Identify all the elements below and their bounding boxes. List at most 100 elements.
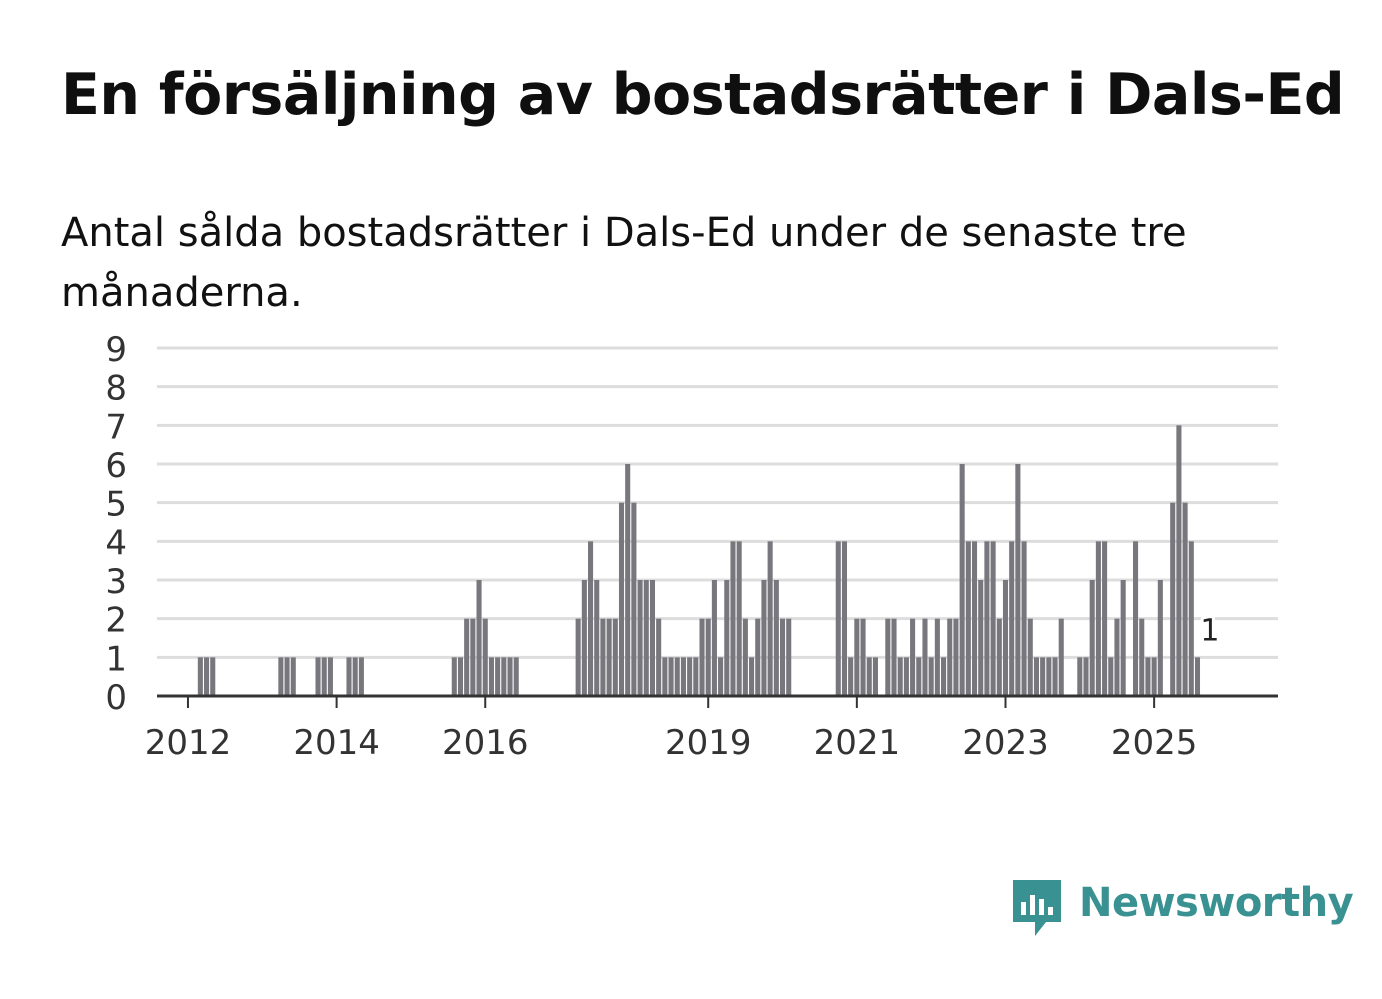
bar	[1194, 657, 1201, 696]
bar	[693, 657, 699, 696]
bar	[1108, 657, 1114, 696]
bar	[841, 541, 848, 696]
bar	[699, 618, 705, 696]
bar	[606, 618, 612, 696]
bar	[1151, 657, 1157, 696]
bar	[1021, 541, 1027, 696]
chart-subtitle: Antal sålda bostadsrätter i Dals-Ed unde…	[61, 210, 1187, 316]
bar	[575, 618, 581, 696]
x-tick-label: 2014	[293, 723, 380, 763]
y-tick-label: 5	[105, 485, 127, 525]
y-tick-label: 0	[105, 678, 127, 718]
bar	[934, 618, 940, 696]
y-tick-label: 9	[105, 330, 127, 370]
bar	[476, 580, 482, 696]
bar	[730, 541, 736, 696]
bar	[1114, 618, 1120, 696]
bar	[315, 657, 321, 696]
bar	[872, 657, 878, 696]
bar	[1089, 580, 1095, 696]
bar	[947, 618, 953, 696]
bar	[1033, 657, 1039, 696]
bar	[1182, 502, 1188, 696]
bar	[779, 618, 786, 696]
bar	[204, 657, 210, 696]
bar	[1040, 657, 1046, 696]
bar	[990, 541, 996, 696]
bar	[1188, 541, 1194, 696]
bar	[687, 657, 693, 696]
brand-name: Newsworthy	[1079, 880, 1354, 926]
bar	[656, 618, 662, 696]
bar	[705, 618, 711, 696]
bar	[581, 580, 587, 696]
bar	[1176, 425, 1182, 696]
bar	[910, 618, 916, 696]
bar	[718, 657, 724, 696]
bar	[1027, 618, 1033, 696]
bar	[767, 541, 773, 696]
bar	[1052, 657, 1058, 696]
bar	[1015, 464, 1021, 696]
bar	[1046, 657, 1052, 696]
bar	[971, 541, 978, 696]
bar	[631, 502, 637, 696]
bar	[618, 502, 625, 696]
bar	[210, 657, 216, 696]
bar	[835, 541, 841, 696]
bar	[470, 618, 476, 696]
bar	[680, 657, 686, 696]
bar	[1058, 618, 1064, 696]
bar	[749, 657, 755, 696]
bar	[761, 580, 767, 696]
bar	[600, 618, 606, 696]
bar	[674, 657, 680, 696]
bar	[891, 618, 897, 696]
bar	[495, 657, 501, 696]
bar	[773, 580, 779, 696]
bar	[507, 657, 513, 696]
data-label: 1	[1200, 613, 1219, 648]
bar	[1102, 541, 1108, 696]
bar	[278, 657, 284, 696]
newsworthy-logo-icon	[1013, 880, 1061, 936]
bar	[482, 618, 488, 696]
bar	[1077, 657, 1083, 696]
x-tick-label: 2019	[665, 723, 752, 763]
bar	[612, 618, 618, 696]
bar	[885, 618, 891, 696]
bar	[866, 657, 872, 696]
bar	[978, 580, 984, 696]
bar	[1120, 580, 1126, 696]
bar	[1170, 502, 1176, 696]
bar	[643, 580, 649, 696]
bar	[346, 657, 352, 696]
bar	[1083, 657, 1089, 696]
bar	[1139, 618, 1145, 696]
bar	[327, 657, 333, 696]
bar	[786, 618, 792, 696]
bar	[959, 464, 965, 696]
bar	[488, 657, 494, 696]
bar	[625, 464, 631, 696]
y-tick-label: 8	[105, 369, 127, 409]
bar	[941, 657, 947, 696]
x-tick-label: 2021	[814, 723, 901, 763]
bar	[916, 657, 922, 696]
bar	[724, 580, 730, 696]
bar	[1145, 657, 1151, 696]
bar	[1095, 541, 1101, 696]
bar	[922, 618, 928, 696]
bar	[197, 657, 203, 696]
x-tick-label: 2012	[145, 723, 232, 763]
y-tick-label: 7	[105, 407, 127, 447]
bar	[736, 541, 742, 696]
bar	[848, 657, 854, 696]
bar	[903, 657, 909, 696]
bar	[501, 657, 507, 696]
x-tick-label: 2025	[1111, 723, 1198, 763]
bar	[662, 657, 668, 696]
x-tick-label: 2016	[442, 723, 529, 763]
y-tick-label: 2	[105, 601, 127, 641]
